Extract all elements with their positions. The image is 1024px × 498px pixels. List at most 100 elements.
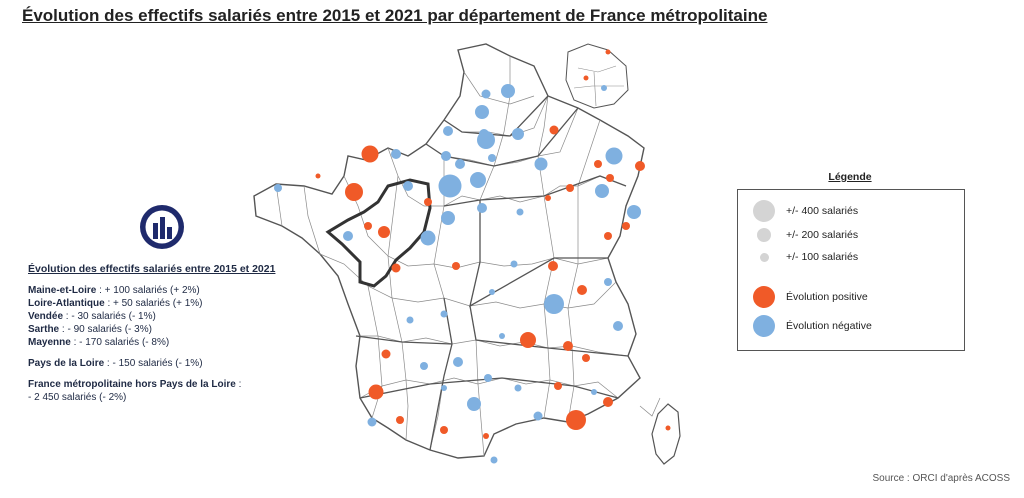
bubble (441, 151, 451, 161)
bubble (440, 310, 448, 318)
bubble (533, 411, 543, 421)
bubble (601, 85, 607, 91)
bubble (489, 289, 495, 295)
bubbles (274, 49, 671, 464)
stats-panel: Évolution des effectifs salariés entre 2… (28, 263, 328, 404)
bubble (603, 397, 613, 407)
bubble (563, 341, 573, 351)
bubble (583, 75, 589, 81)
legend-size-200: +/- 200 salariés (750, 228, 858, 242)
source-note: Source : ORCI d'après ACOSS (872, 473, 1010, 484)
bubble (441, 385, 447, 391)
negative-circle-icon (753, 315, 775, 337)
bubble (604, 232, 612, 240)
bubble (467, 397, 481, 411)
page-title: Évolution des effectifs salariés entre 2… (22, 6, 768, 25)
orci-logo (140, 205, 184, 249)
bubble (548, 261, 558, 271)
size-circle-icon (759, 252, 769, 262)
bubble (343, 231, 353, 241)
bubble (378, 226, 390, 238)
legend-negative: Évolution négative (750, 315, 872, 337)
bubble (274, 184, 282, 192)
bubble (549, 125, 559, 135)
size-circle-icon (753, 200, 775, 222)
bubble (622, 222, 630, 230)
bubble (604, 278, 612, 286)
france-suffix: : (235, 379, 242, 390)
bubble (544, 294, 564, 314)
bubble (606, 174, 614, 182)
dept-value: : + 100 salariés (+ 2%) (96, 285, 200, 296)
bubble (475, 105, 489, 119)
paris-inset-borders (573, 65, 624, 107)
bubble (443, 126, 453, 136)
france-name: France métropolitaine hors Pays de la Lo… (28, 379, 236, 390)
bubble (391, 149, 401, 159)
positive-circle-icon (753, 286, 775, 308)
bubble (484, 374, 492, 382)
bubble (345, 183, 363, 201)
corsica-outline (651, 403, 681, 465)
bubble (481, 89, 491, 99)
dept-value: : - 30 salariés (- 1%) (63, 311, 156, 322)
bubble (438, 174, 462, 198)
bubble (591, 389, 597, 395)
bubble (490, 456, 498, 464)
legend-positive-label: Évolution positive (786, 291, 868, 303)
dept-value: : - 90 salariés (- 3%) (59, 324, 152, 335)
bubble (516, 208, 524, 216)
stat-row: Loire-Atlantique : + 50 salariés (+ 1%) (28, 297, 328, 310)
bubble (512, 128, 524, 140)
bubble (594, 160, 602, 168)
legend-size-label: +/- 100 salariés (786, 251, 859, 263)
bubble (420, 362, 428, 370)
bubble (577, 285, 587, 295)
region-borders (355, 95, 629, 451)
legend-title: Légende (828, 171, 872, 183)
dept-name: Maine-et-Loire (28, 285, 97, 296)
legend-size-100: +/- 100 salariés (750, 251, 858, 263)
bubble (483, 433, 489, 439)
bubble (420, 230, 436, 246)
bubble (566, 410, 586, 430)
bubble (595, 184, 609, 198)
france-value: - 2 450 salariés (- 2%) (28, 392, 127, 403)
stat-row: Sarthe : - 90 salariés (- 3%) (28, 323, 328, 336)
bubble (406, 316, 414, 324)
dept-name: Loire-Atlantique (28, 298, 105, 309)
stats-title: Évolution des effectifs salariés entre 2… (28, 263, 276, 275)
bubble (391, 263, 401, 273)
bubble (554, 382, 562, 390)
bubble (453, 357, 463, 367)
bubble (441, 211, 455, 225)
bubble (477, 131, 495, 149)
bubble (315, 173, 321, 179)
bubble (499, 333, 505, 339)
bubble (605, 49, 611, 55)
bubble (635, 161, 645, 171)
region-name: Pays de la Loire (28, 358, 105, 369)
bubble (582, 354, 590, 362)
legend-negative-label: Évolution négative (786, 320, 872, 332)
paris-inset-outline (565, 43, 629, 109)
bubble (520, 332, 536, 348)
dept-name: Sarthe (28, 324, 60, 335)
bubble (501, 84, 515, 98)
coast-segment (639, 397, 661, 417)
bubble (566, 184, 574, 192)
dept-value: : - 170 salariés (- 8%) (70, 337, 170, 348)
region-row: Pays de la Loire : - 150 salariés (- 1%) (28, 357, 328, 370)
dept-name: Mayenne (28, 337, 71, 348)
size-circle-icon (757, 228, 771, 242)
legend-box (737, 189, 965, 351)
legend-positive: Évolution positive (750, 286, 868, 308)
bubble (488, 154, 496, 162)
bubble (368, 384, 384, 400)
bubble (514, 384, 522, 392)
legend-size-label: +/- 200 salariés (786, 229, 859, 241)
bubble (440, 426, 448, 434)
bubble (613, 321, 623, 331)
bubble (424, 198, 432, 206)
bubble (396, 416, 404, 424)
